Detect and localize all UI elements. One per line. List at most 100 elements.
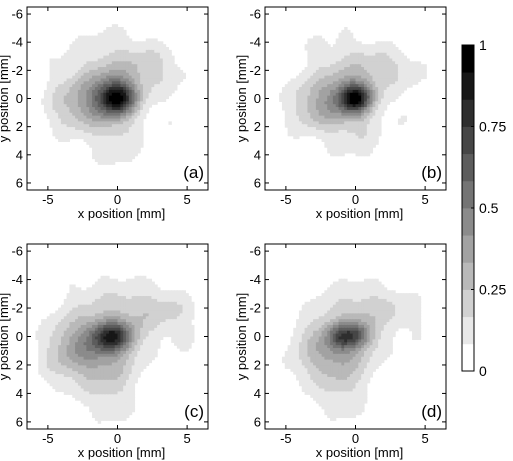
heatmap-cell (60, 109, 65, 114)
heatmap-cell (358, 124, 362, 128)
heatmap-cell (378, 109, 382, 114)
heatmap-cell (338, 95, 342, 100)
heatmap-cell (403, 64, 408, 68)
heatmap-cell (123, 400, 127, 404)
heatmap-cell (318, 87, 323, 91)
heatmap-cell (83, 98, 87, 102)
heatmap-field (265, 7, 446, 190)
heatmap-cell (335, 152, 340, 157)
heatmap-cell (123, 388, 127, 393)
heatmap-cell (103, 61, 107, 65)
heatmap-cell (383, 98, 388, 102)
heatmap-cell (134, 281, 138, 286)
heatmap-cell (100, 287, 104, 291)
heatmap-cell (125, 319, 130, 323)
heatmap-cell (77, 327, 82, 332)
heatmap-cell (131, 301, 136, 306)
heatmap-cell (41, 327, 45, 332)
heatmap-cell (43, 327, 48, 332)
heatmap-cell (49, 345, 54, 349)
heatmap-cell (304, 124, 309, 128)
heatmap-cell (49, 342, 54, 346)
heatmap-cell (321, 64, 325, 68)
heatmap-cell (324, 84, 328, 88)
heatmap-cell (171, 310, 175, 314)
heatmap-cell (313, 81, 317, 85)
heatmap-cell (80, 41, 85, 45)
heatmap-cell (131, 124, 136, 128)
heatmap-cell (46, 98, 51, 102)
heatmap-cell (134, 350, 138, 355)
heatmap-cell (114, 322, 119, 326)
heatmap-cell (92, 69, 96, 74)
heatmap-cell (298, 118, 303, 122)
heatmap-cell (372, 87, 376, 91)
heatmap-cell (185, 345, 189, 349)
heatmap-cell (69, 98, 73, 102)
heatmap-cell (80, 67, 85, 71)
heatmap-cell (140, 301, 144, 306)
heatmap-cell (75, 87, 79, 91)
heatmap-cell (378, 98, 382, 102)
heatmap-cell (162, 298, 167, 303)
heatmap-cell (92, 95, 96, 100)
heatmap-cell (80, 397, 85, 401)
heatmap-cell (185, 333, 189, 338)
heatmap-cell (38, 362, 42, 367)
heatmap-cell (43, 345, 48, 349)
heatmap-cell (86, 38, 90, 42)
heatmap-cell (191, 307, 195, 312)
heatmap-cell (134, 58, 138, 62)
heatmap-cell (66, 67, 71, 71)
heatmap-cell (77, 307, 82, 312)
heatmap-cell (412, 67, 416, 71)
heatmap-cell (123, 385, 127, 390)
heatmap-cell (157, 307, 161, 312)
heatmap-cell (114, 376, 119, 381)
heatmap-cell (86, 327, 90, 332)
heatmap-cell (58, 107, 62, 111)
heatmap-cell (338, 135, 342, 140)
heatmap-cell (103, 287, 107, 291)
heatmap-cell (66, 322, 71, 326)
heatmap-cell (176, 296, 181, 300)
heatmap-cell (55, 75, 59, 80)
heatmap-cell (123, 47, 127, 51)
heatmap-cell (151, 316, 155, 320)
heatmap-cell (332, 84, 337, 88)
heatmap-cell (148, 348, 153, 352)
heatmap-cell (128, 109, 133, 114)
heatmap-cell (140, 72, 144, 77)
heatmap-cell (125, 368, 130, 372)
heatmap-cell (307, 89, 311, 94)
heatmap-cell (284, 95, 289, 100)
heatmap-cell (137, 129, 141, 134)
heatmap-cell (332, 147, 337, 151)
heatmap-cell (296, 81, 300, 85)
heatmap-cell (69, 382, 73, 387)
heatmap-cell (117, 298, 121, 303)
heatmap-cell (355, 49, 359, 54)
heatmap-cell (332, 69, 337, 74)
heatmap-cell (157, 49, 161, 54)
heatmap-cell (188, 304, 192, 309)
heatmap-cell (363, 149, 368, 154)
heatmap-cell (97, 336, 102, 340)
heatmap-cell (55, 64, 59, 68)
heatmap-cell (106, 87, 110, 91)
heatmap-cell (117, 365, 121, 369)
heatmap-cell (341, 69, 345, 74)
heatmap-cell (159, 296, 164, 300)
heatmap-cell (46, 115, 51, 120)
heatmap-cell (63, 64, 68, 68)
x-tick-label: -5 (280, 192, 292, 207)
heatmap-cell (111, 107, 116, 111)
heatmap-cell (117, 411, 121, 416)
heatmap-cell (89, 388, 93, 393)
heatmap-cell (80, 350, 85, 355)
heatmap-cell (168, 58, 172, 62)
heatmap-cell (83, 348, 87, 352)
heatmap-cell (120, 98, 124, 102)
heatmap-cell (392, 87, 396, 91)
heatmap-cell (52, 350, 56, 355)
